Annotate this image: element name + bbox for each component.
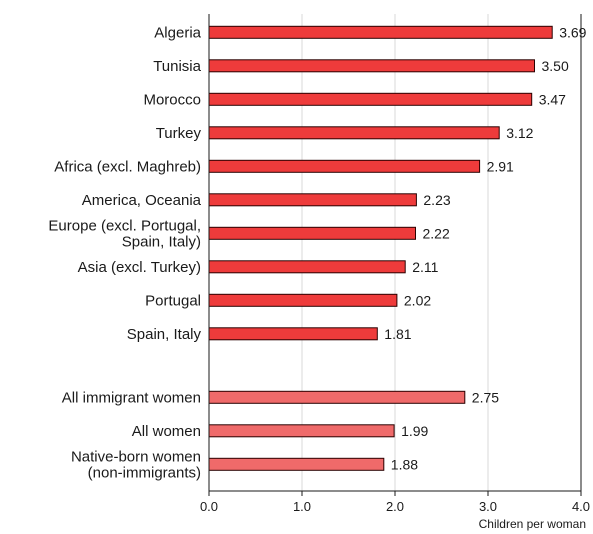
category-label-line: (non-immigrants) [88,464,201,481]
category-label-line: Africa (excl. Maghreb) [54,158,201,175]
bar [208,327,378,341]
category-label-line: Turkey [156,125,202,142]
category-label: All women [132,423,201,440]
bar [208,457,385,471]
category-label-line: All immigrant women [62,389,201,406]
bar [208,193,417,207]
bar [208,390,466,404]
bar [208,59,535,73]
bar-value-label: 1.81 [384,326,411,342]
category-label-line: Algeria [154,24,201,41]
bar-value-label: 1.99 [401,423,428,439]
bar [208,424,395,438]
category-label: Asia (excl. Turkey) [78,259,201,276]
bar [208,126,500,140]
bars [208,25,553,471]
bar [208,293,398,307]
category-label-line: America, Oceania [82,192,202,209]
x-tick-label: 2.0 [386,499,404,514]
bar-value-label: 2.23 [423,192,450,208]
category-label: Morocco [143,91,201,108]
bar [208,25,553,39]
category-label-line: Tunisia [153,58,201,75]
bar-value-label: 2.02 [404,292,431,308]
category-label: All immigrant women [62,389,201,406]
category-label: Africa (excl. Maghreb) [54,158,201,175]
category-label: Native-born women (non-immigrants) [71,448,201,481]
category-label: Turkey [156,125,202,142]
bar-value-label: 2.75 [472,389,499,405]
bar-value-label: 3.50 [542,58,569,74]
x-tick-label: 0.0 [200,499,218,514]
category-label: Spain, Italy [127,326,202,343]
x-tick-label: 1.0 [293,499,311,514]
category-label-line: Portugal [145,292,201,309]
category-label: America, Oceania [82,192,202,209]
category-label-line: All women [132,423,201,440]
bar [208,159,481,173]
category-label-line: Spain, Italy) [122,233,201,250]
bar-value-label: 3.47 [539,91,566,107]
bar-value-label: 2.11 [412,259,438,275]
bar-value-label: 2.91 [487,158,514,174]
bar-value-label: 1.88 [391,456,418,472]
bar [208,226,416,240]
x-tick-label: 3.0 [479,499,497,514]
x-tick-label: 4.0 [572,499,590,514]
gridlines [301,14,489,491]
category-labels: Algeria Tunisia Morocco Turkey Africa (excl.… [48,24,201,481]
category-label-line: Native-born women [71,448,201,465]
category-label: Tunisia [153,58,201,75]
category-label-line: Asia (excl. Turkey) [78,259,201,276]
bar-value-label: 3.12 [506,125,533,141]
x-axis-title: Children per woman [479,517,586,531]
bar [208,260,406,274]
category-label-line: Europe (excl. Portugal, [48,217,201,234]
category-label-line: Morocco [143,91,201,108]
axes: 0.0 1.0 2.0 3.0 4.0 [200,14,590,514]
category-label: Portugal [145,292,201,309]
category-label: Algeria [154,24,201,41]
value-labels: 3.69 3.50 3.47 3.12 2.91 2.23 2.22 2.11 2.02 1.81… [384,24,586,472]
bar [208,92,533,106]
category-label-line: Spain, Italy [127,326,202,343]
bar-value-label: 3.69 [559,24,586,40]
category-label: Europe (excl. Portugal, Spain, Italy) [48,217,201,250]
bar-value-label: 2.22 [423,225,450,241]
